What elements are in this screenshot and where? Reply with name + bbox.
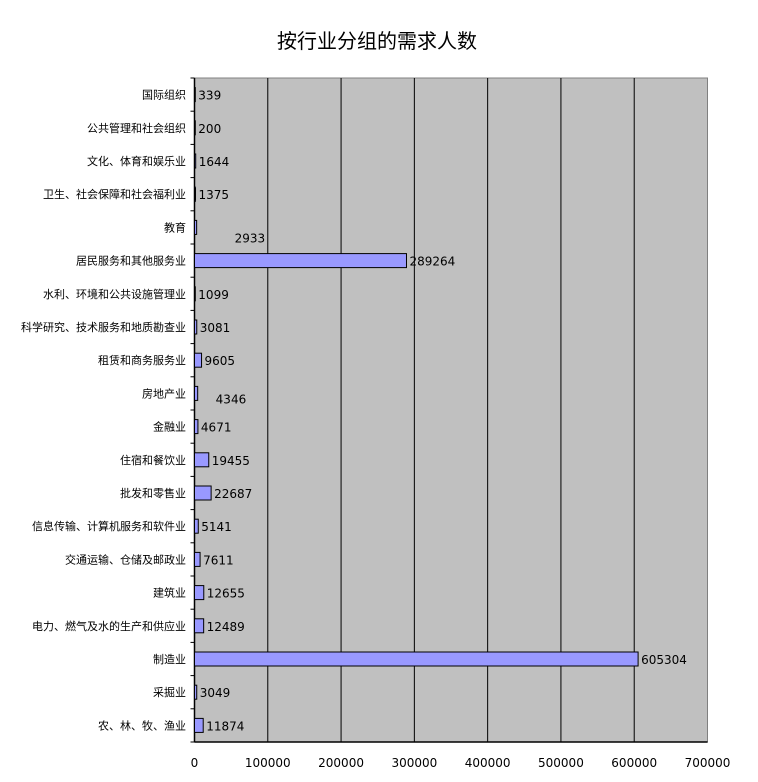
bar [194,352,203,368]
data-label: 12655 [207,587,245,601]
x-tick-label: 200000 [318,756,364,770]
category-label: 房地产业 [142,386,186,400]
bar [194,253,407,269]
bar [194,319,198,335]
bar [194,651,639,667]
category-label: 建筑业 [153,586,186,600]
data-label: 7611 [203,553,234,567]
data-label: 339 [198,89,221,103]
data-label: 19455 [212,454,250,468]
data-label: 2933 [235,231,266,245]
x-tick-label: 400000 [465,756,511,770]
data-label: 200 [198,122,221,136]
category-label: 水利、环境和公共设施管理业 [43,287,186,301]
data-label: 605304 [641,653,687,667]
category-label: 国际组织 [142,88,186,102]
bar [194,186,197,202]
category-label: 制造业 [153,652,186,666]
category-label: 公共管理和社会组织 [87,121,186,135]
category-label: 农、林、牧、渔业 [98,718,186,732]
category-label: 文化、体育和娱乐业 [87,154,186,168]
data-label: 289264 [409,255,455,269]
x-tick-label: 100000 [245,756,291,770]
plot-area [194,77,708,743]
bar [194,419,199,435]
category-label: 金融业 [153,420,186,434]
category-label: 采掘业 [153,685,186,699]
bar [194,717,204,733]
category-label: 科学研究、技术服务和地质勘查业 [21,320,186,334]
bar [194,120,196,136]
data-label: 12489 [207,620,245,634]
bar [194,551,201,567]
category-label: 交通运输、仓储及邮政业 [65,552,186,566]
x-tick-label: 300000 [391,756,437,770]
x-tick-label: 500000 [538,756,584,770]
data-label: 1099 [198,288,229,302]
x-tick-label: 0 [191,756,199,770]
bar [194,219,198,235]
data-label: 3081 [200,321,231,335]
category-label: 租赁和商务服务业 [98,353,186,367]
bar [194,87,196,103]
data-label: 11874 [206,719,244,733]
data-label: 5141 [201,520,232,534]
data-label: 3049 [200,686,231,700]
x-tick-label: 600000 [611,756,657,770]
category-label: 卫生、社会保障和社会福利业 [43,187,186,201]
data-label: 9605 [205,354,236,368]
bar [194,485,212,501]
data-label: 4671 [201,421,232,435]
bar [194,585,205,601]
data-label: 1644 [199,155,230,169]
bar [194,385,199,401]
category-label: 居民服务和其他服务业 [76,255,186,268]
bar [194,452,210,468]
category-label: 教育 [164,220,186,234]
x-tick-label: 700000 [685,756,731,770]
category-label: 住宿和餐饮业 [120,453,186,467]
category-label: 电力、燃气及水的生产和供应业 [32,619,186,633]
bar [194,153,197,169]
data-label: 1375 [199,188,230,202]
data-label: 4346 [216,392,247,406]
chart-title: 按行业分组的需求人数 [277,29,477,53]
bar [194,618,205,634]
bar [194,684,198,700]
data-label: 22687 [214,487,252,501]
bar [194,286,196,302]
category-label: 批发和零售业 [120,486,186,500]
bar [194,518,199,534]
category-label: 信息传输、计算机服务和软件业 [32,519,186,533]
